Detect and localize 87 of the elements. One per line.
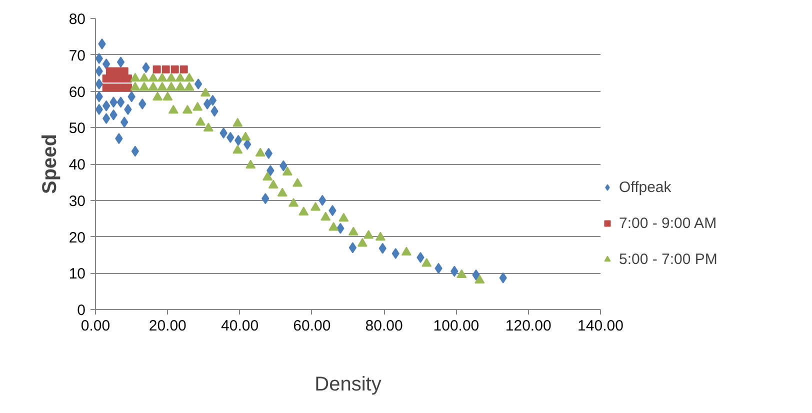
point [401,246,412,256]
x-tick-label: 100.00 [433,318,480,334]
x-tick-label: 60.00 [293,318,331,334]
point [166,82,176,91]
point [166,72,176,82]
point [113,67,122,76]
point [240,132,251,141]
point [131,146,140,157]
point [162,65,170,74]
point [194,78,202,90]
y-tick-label: 40 [68,156,86,174]
point [102,100,110,112]
legend-label: 5:00 - 7:00 PM [619,250,718,268]
point [124,74,132,83]
point [292,178,302,187]
point [195,116,206,126]
point [139,82,150,91]
point [262,172,273,181]
point [157,72,168,82]
point [184,82,194,91]
point [288,198,299,207]
x-tick-label: 40.00 [221,318,259,334]
point [246,160,256,169]
x-tick-label: 120.00 [505,318,552,334]
point [148,82,158,91]
point [180,65,188,74]
point [184,72,194,82]
point [208,94,217,106]
point [203,122,214,132]
point [338,212,349,222]
point [320,212,331,221]
legend-label: Offpeak [619,178,672,196]
x-tick-label: 140.00 [578,318,624,334]
y-tick-label: 60 [68,84,86,101]
point [422,258,432,267]
point [130,72,140,82]
point [102,58,110,70]
point [357,238,368,247]
point [348,242,357,254]
point [139,72,150,82]
point [328,222,339,231]
x-tick-label: 80.00 [365,318,403,334]
point [348,226,358,236]
point [232,118,243,127]
y-tick-label: 30 [68,192,86,210]
y-tick-label: 80 [68,11,86,28]
legend-label: 7:00 - 9:00 AM [619,214,717,232]
point [116,96,125,108]
point [277,188,288,197]
point [175,72,186,82]
point [282,166,292,176]
point [310,202,321,211]
point [168,104,178,114]
y-tick-label: 50 [68,120,86,138]
point [200,88,211,97]
point [182,104,192,114]
point [116,56,125,68]
point [364,230,374,239]
point [175,82,186,91]
point [152,92,163,101]
point [298,206,309,216]
y-tick-label: 70 [68,47,86,64]
point [120,67,128,76]
point [170,65,179,74]
point [124,84,132,92]
x-tick-label: 0.00 [80,318,110,334]
y-tick-label: 20 [68,229,86,246]
y-axis-title: Speed [38,134,61,194]
point [162,92,173,101]
point [130,82,140,91]
point [375,232,386,241]
x-tick-label: 20.00 [148,318,186,334]
y-tick-label: 0 [77,302,86,319]
point [203,98,212,110]
point [148,72,158,82]
point [456,269,467,278]
x-axis-title: Density [314,374,382,396]
point [192,102,203,111]
point [152,65,161,74]
point [268,180,278,189]
point [110,84,118,92]
point [102,113,110,124]
point [255,148,266,157]
y-tick-label: 10 [68,266,86,283]
point [232,144,243,154]
point [474,274,485,284]
point [157,82,168,91]
